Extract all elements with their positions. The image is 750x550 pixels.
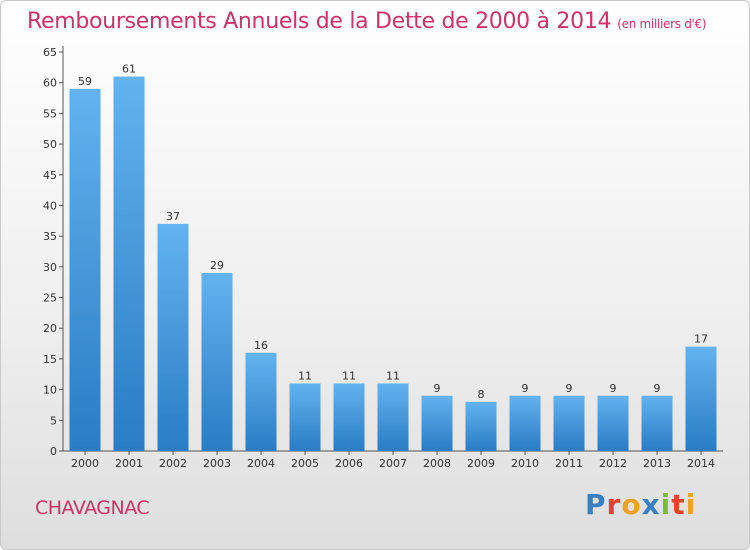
bar-value-label: 11 bbox=[342, 369, 356, 382]
bar bbox=[465, 401, 497, 451]
y-tick-label: 40 bbox=[43, 199, 57, 212]
y-tick-label: 55 bbox=[43, 107, 57, 120]
bar-value-label: 8 bbox=[478, 388, 485, 401]
bar-value-label: 16 bbox=[254, 339, 268, 352]
y-tick-label: 35 bbox=[43, 230, 57, 243]
chart-subtitle: (en milliers d'€) bbox=[617, 17, 707, 31]
bar bbox=[333, 383, 365, 451]
bar bbox=[597, 395, 629, 451]
y-tick-label: 5 bbox=[50, 414, 57, 427]
bar-value-label: 9 bbox=[434, 382, 441, 395]
x-tick-label: 2009 bbox=[467, 457, 495, 470]
y-tick-label: 45 bbox=[43, 169, 57, 182]
bar bbox=[289, 383, 321, 451]
brand-letter: i bbox=[685, 488, 697, 521]
x-tick-label: 2012 bbox=[599, 457, 627, 470]
x-tick-label: 2008 bbox=[423, 457, 451, 470]
x-tick-label: 2000 bbox=[71, 457, 99, 470]
y-tick-label: 25 bbox=[43, 292, 57, 305]
bar-value-label: 11 bbox=[298, 369, 312, 382]
x-tick-label: 2005 bbox=[291, 457, 319, 470]
bar-value-label: 9 bbox=[654, 382, 661, 395]
bar-value-label: 11 bbox=[386, 369, 400, 382]
x-tick-label: 2002 bbox=[159, 457, 187, 470]
x-tick-label: 2006 bbox=[335, 457, 363, 470]
y-tick-label: 20 bbox=[43, 322, 57, 335]
bar-value-label: 9 bbox=[610, 382, 617, 395]
bar-value-label: 59 bbox=[78, 75, 92, 88]
bar-value-label: 9 bbox=[522, 382, 529, 395]
bar-value-label: 17 bbox=[694, 333, 708, 346]
brand-letter: r bbox=[606, 488, 622, 521]
brand-letter: i bbox=[660, 488, 672, 521]
x-tick-label: 2004 bbox=[247, 457, 275, 470]
brand-letter: t bbox=[671, 488, 686, 521]
x-tick-label: 2014 bbox=[687, 457, 715, 470]
brand-letter: o bbox=[621, 488, 642, 521]
bar bbox=[641, 395, 673, 451]
bar bbox=[201, 272, 233, 451]
x-tick-label: 2003 bbox=[203, 457, 231, 470]
bar bbox=[421, 395, 453, 451]
bar bbox=[157, 223, 189, 451]
y-tick-label: 15 bbox=[43, 353, 57, 366]
y-tick-label: 30 bbox=[43, 261, 57, 274]
x-tick-label: 2013 bbox=[643, 457, 671, 470]
x-tick-label: 2010 bbox=[511, 457, 539, 470]
y-tick-label: 50 bbox=[43, 138, 57, 151]
x-tick-label: 2001 bbox=[115, 457, 143, 470]
bar bbox=[377, 383, 409, 451]
bar bbox=[553, 395, 585, 451]
proxiti-logo: Proxiti bbox=[585, 488, 696, 521]
y-tick-label: 65 bbox=[43, 46, 57, 59]
bar-value-label: 9 bbox=[566, 382, 573, 395]
y-tick-label: 0 bbox=[50, 445, 57, 458]
city-name: CHAVAGNAC bbox=[35, 497, 150, 519]
bar bbox=[69, 88, 101, 451]
bar bbox=[685, 346, 717, 451]
bar-value-label: 37 bbox=[166, 210, 180, 223]
bar-value-label: 61 bbox=[122, 63, 136, 76]
y-tick-label: 10 bbox=[43, 384, 57, 397]
x-tick-label: 2011 bbox=[555, 457, 583, 470]
bar bbox=[509, 395, 541, 451]
bar bbox=[113, 76, 145, 452]
brand-letter: x bbox=[641, 488, 661, 521]
chart-title: Remboursements Annuels de la Dette de 20… bbox=[27, 9, 707, 34]
y-tick-label: 60 bbox=[43, 77, 57, 90]
brand-letter: P bbox=[585, 488, 607, 521]
chart-title-text: Remboursements Annuels de la Dette de 20… bbox=[27, 9, 612, 34]
bar-value-label: 29 bbox=[210, 259, 224, 272]
bar bbox=[245, 352, 277, 451]
x-tick-label: 2007 bbox=[379, 457, 407, 470]
